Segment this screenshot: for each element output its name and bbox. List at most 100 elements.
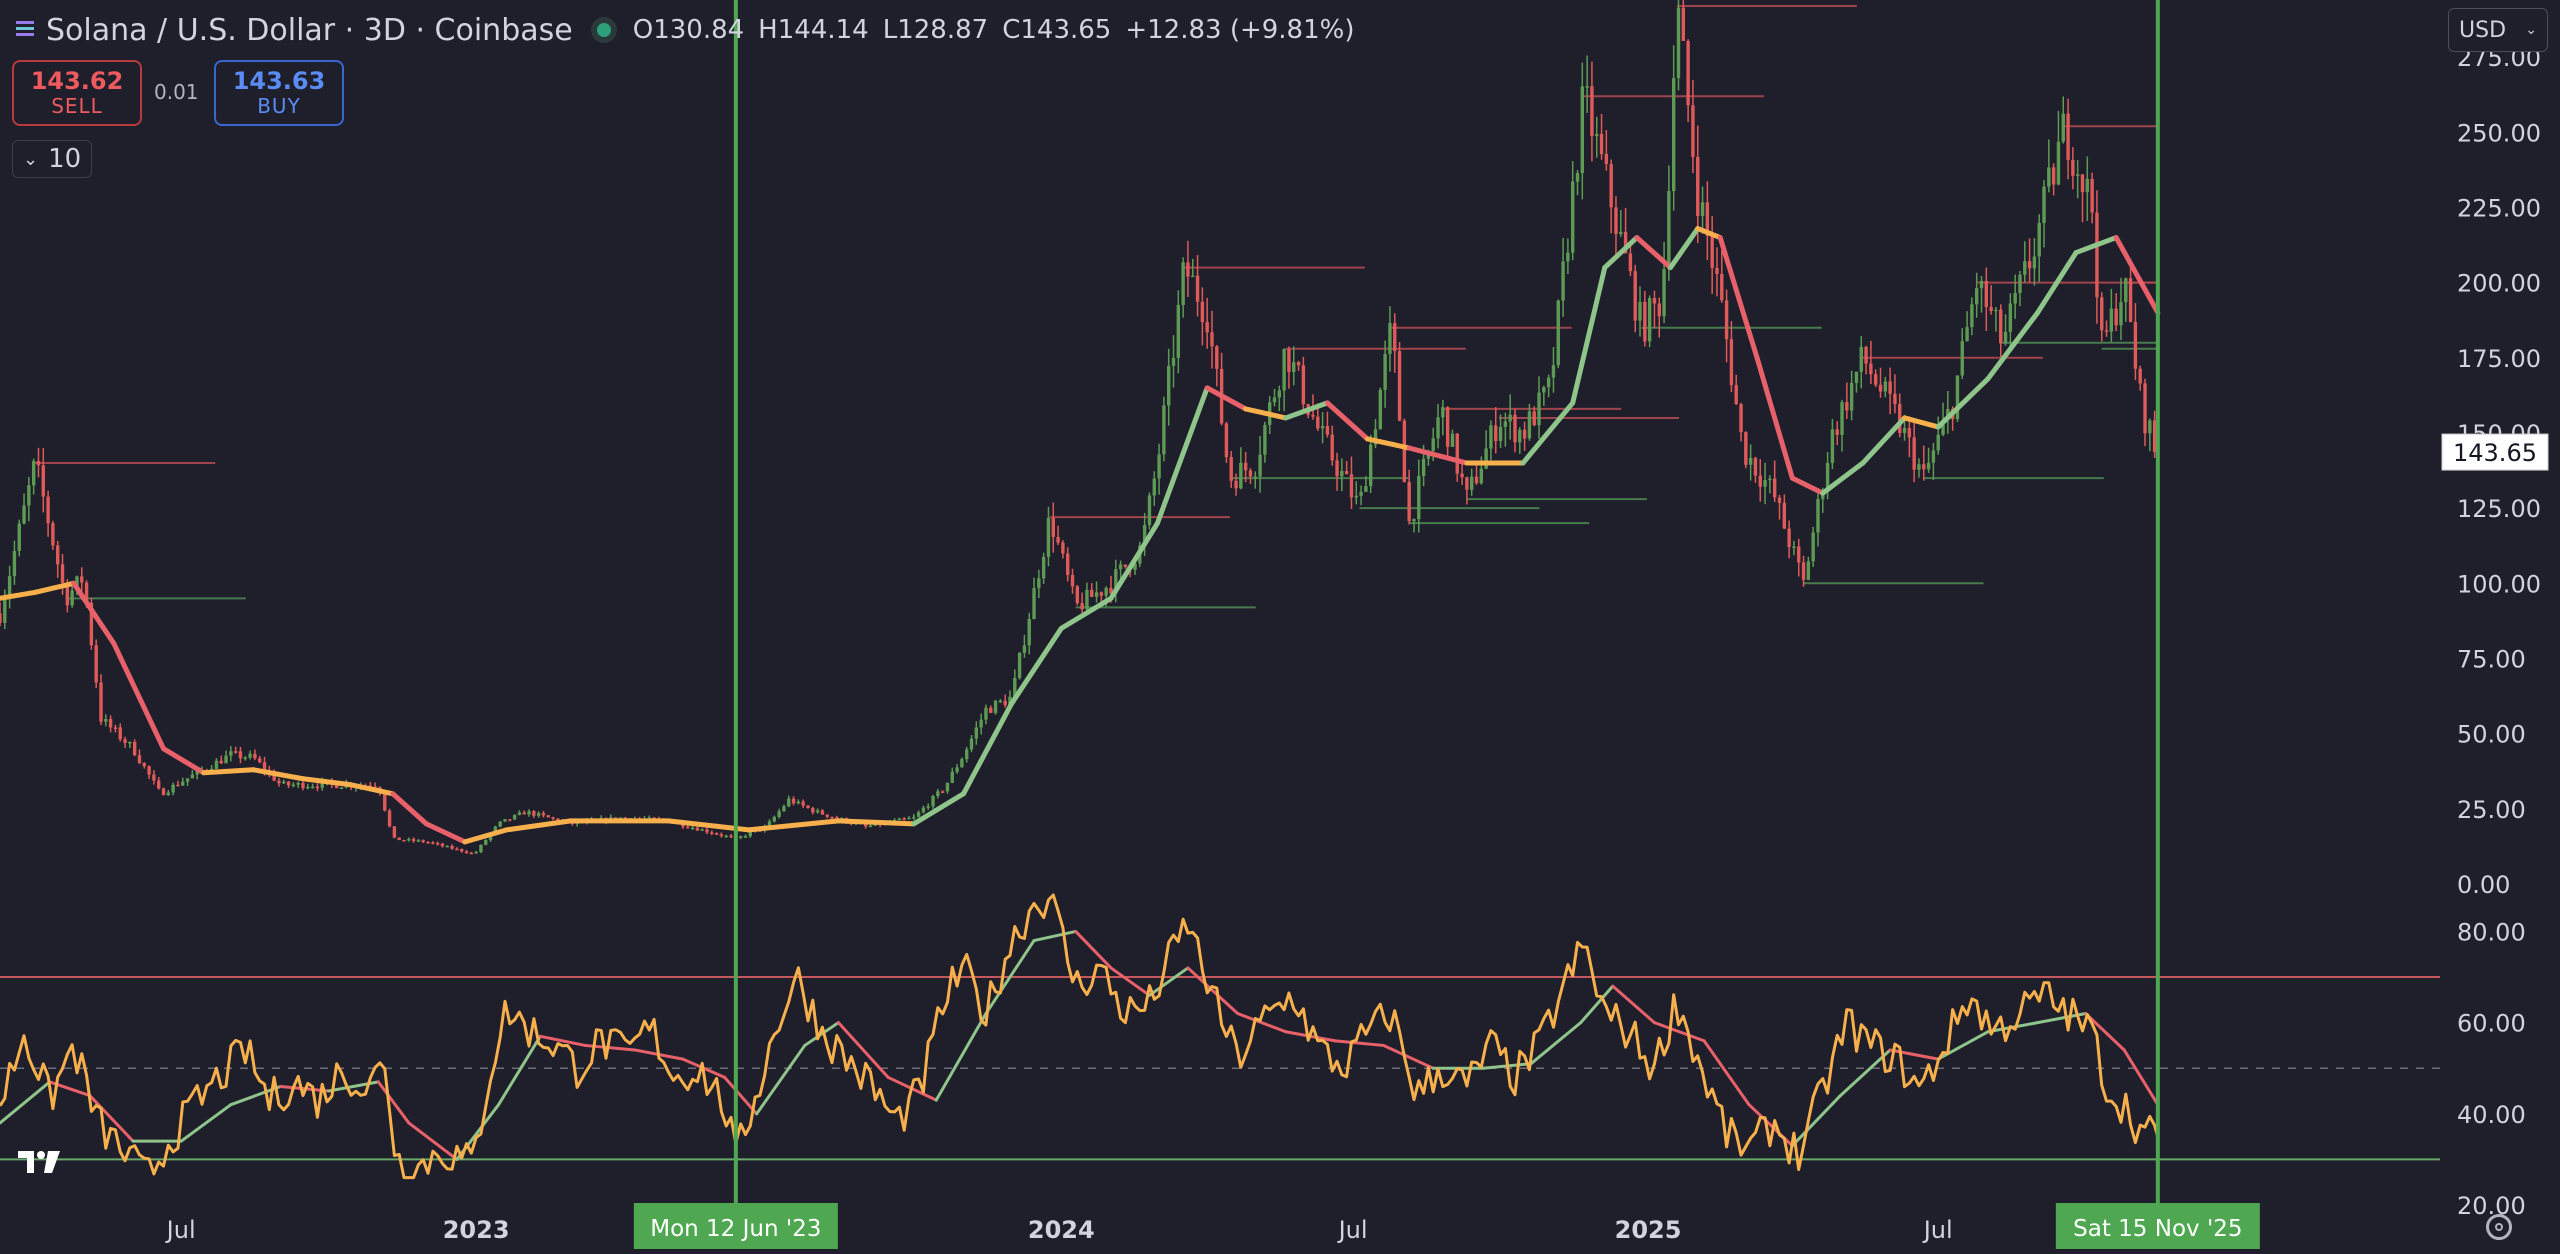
rsi-tick-label: 60.00: [2457, 1010, 2526, 1038]
candle-body: [65, 582, 70, 606]
candle-body: [772, 816, 777, 822]
candle-body: [1715, 267, 1719, 274]
candle-body: [743, 836, 748, 838]
candle-body: [1325, 425, 1330, 435]
ma-segment: [1985, 310, 2041, 382]
candle-body: [835, 817, 839, 819]
candle-body: [1123, 564, 1128, 567]
candle-body: [1003, 700, 1007, 706]
candle-body: [1234, 480, 1238, 489]
ma-segment: [71, 580, 117, 646]
candle-body: [714, 833, 719, 835]
candle-body: [147, 766, 151, 775]
candle-body: [1623, 231, 1628, 254]
candle-body: [2080, 174, 2085, 193]
candle-body: [1825, 463, 1830, 492]
candle-body: [80, 576, 84, 583]
candle-body: [1340, 470, 1344, 477]
candle-body: [1090, 589, 1094, 597]
rsi-ma-segment: [836, 1021, 890, 1079]
candle-body: [1546, 377, 1551, 388]
candle-body: [1926, 462, 1931, 470]
sell-button[interactable]: 143.62 SELL: [12, 60, 142, 126]
ma-segment: [1154, 385, 1210, 526]
candle-body: [1253, 476, 1257, 478]
candle-body: [1522, 429, 1527, 439]
candle-body: [1724, 300, 1729, 340]
symbol-title[interactable]: Solana / U.S. Dollar · 3D · Coinbase: [46, 12, 573, 48]
candle-body: [339, 787, 344, 789]
ma-segment: [2035, 250, 2079, 316]
cursor-date-label: Mon 12 Jun '23: [650, 1216, 821, 1242]
candle-body: [1157, 454, 1161, 479]
candle-body: [1859, 346, 1863, 372]
candle-body: [1599, 133, 1604, 154]
candle-body: [161, 788, 166, 796]
candle-body: [229, 751, 233, 756]
rsi-ma-segment: [1579, 984, 1615, 1025]
candle-body: [2128, 278, 2133, 323]
ma-segment: [1570, 265, 1608, 406]
candle-body: [2114, 308, 2118, 326]
price-tick-label: 200.00: [2457, 270, 2541, 298]
candle-body: [1368, 444, 1373, 487]
ma-segment: [1406, 445, 1470, 466]
candle-body: [70, 590, 74, 606]
ma-segment: [835, 818, 917, 827]
candle-body: [791, 798, 796, 804]
chart-settings-icon[interactable]: [2486, 1214, 2512, 1240]
candle-body: [1984, 280, 1989, 308]
candle-body: [1041, 556, 1046, 579]
candle-body: [12, 550, 17, 577]
rsi-ma-segment: [1382, 1043, 1435, 1070]
candle-body: [546, 815, 550, 818]
candle-body: [1301, 365, 1306, 405]
candle-body: [142, 762, 146, 767]
candle-body: [902, 818, 906, 821]
symbol-menu-icon[interactable]: [14, 14, 36, 47]
rsi-ma-segment: [497, 1034, 542, 1107]
indicators-collapse-button[interactable]: ⌄ 10: [12, 140, 93, 178]
candle-body: [1657, 303, 1661, 317]
candle-body: [315, 786, 320, 789]
candle-body: [1489, 425, 1493, 449]
candle-body: [1417, 475, 1421, 520]
candle-body: [1296, 362, 1301, 366]
tradingview-logo-icon[interactable]: [18, 1144, 64, 1184]
ma-segment: [1695, 226, 1723, 241]
price-tick-label: 75.00: [2457, 645, 2526, 673]
candle-body: [445, 845, 449, 848]
candle-body: [190, 774, 195, 779]
candle-body: [1272, 397, 1277, 403]
buy-button[interactable]: 143.63 BUY: [214, 60, 344, 126]
candle-body: [2042, 186, 2046, 223]
candle-body: [1883, 381, 1888, 392]
market-status-icon[interactable]: [590, 17, 617, 43]
candle-body: [56, 545, 60, 565]
rsi-ma-segment: [1186, 966, 1240, 1016]
candle-body: [738, 836, 743, 838]
candle-body: [541, 813, 546, 816]
candle-body: [233, 751, 238, 753]
candle-body: [31, 460, 36, 486]
candle-body: [1258, 454, 1262, 477]
rsi-ma-segment: [934, 1012, 988, 1102]
candle-body: [286, 781, 291, 786]
candle-body: [916, 812, 921, 817]
ma-segment: [1717, 235, 1760, 361]
candle-body: [1465, 477, 1469, 490]
candle-body: [2008, 303, 2013, 332]
candle-body: [1200, 301, 1205, 323]
candle-body: [450, 845, 454, 849]
candle-body: [1974, 288, 1979, 305]
ma-segment: [1364, 436, 1412, 451]
candle-body: [320, 781, 324, 788]
currency-select[interactable]: USD ⌄: [2448, 8, 2548, 52]
candle-body: [897, 818, 902, 821]
ma-segment: [1283, 400, 1330, 421]
candle-body: [1792, 546, 1796, 548]
candle-body: [1109, 587, 1113, 594]
candle-body: [1739, 404, 1743, 433]
candle-body: [248, 753, 252, 758]
